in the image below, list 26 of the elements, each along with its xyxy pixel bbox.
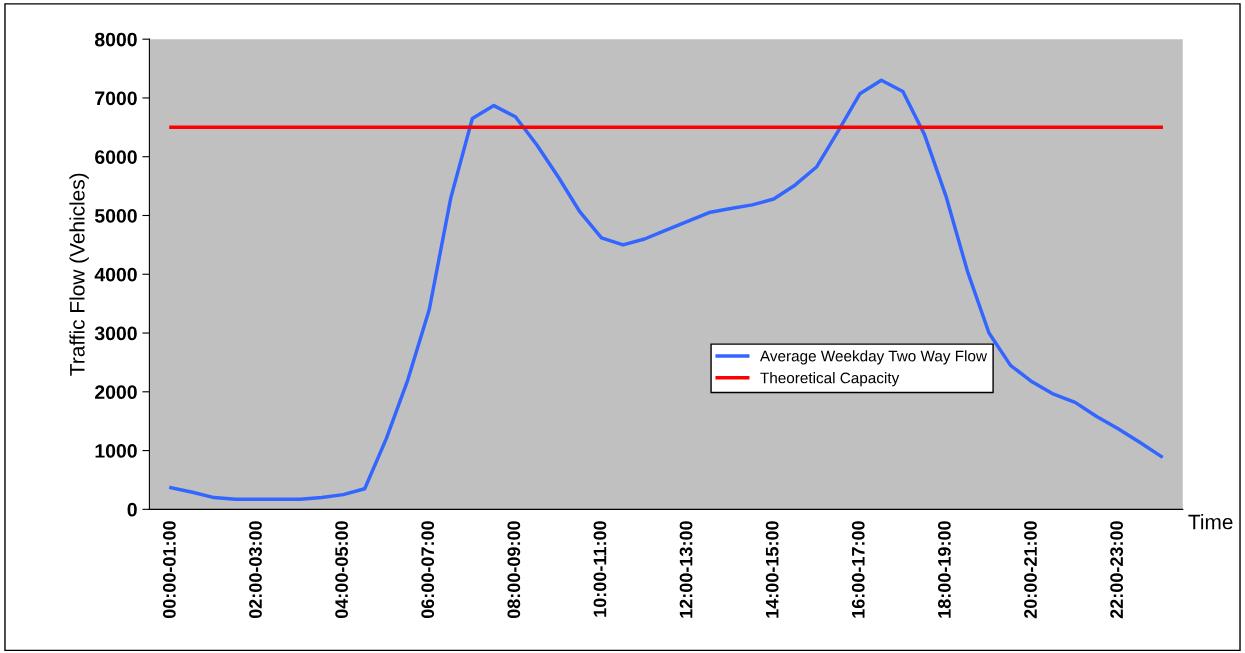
- x-axis-title: Time: [1188, 514, 1233, 530]
- x-tick-label: 06:00-07:00: [421, 521, 435, 619]
- y-tick-label: 1000: [95, 444, 137, 458]
- x-tick-label: 18:00-19:00: [938, 521, 951, 618]
- x-tick-label: 00:00-01:00: [162, 521, 176, 619]
- x-tick-label: 10:00-11:00: [593, 521, 607, 617]
- y-tick-label: 8000: [94, 32, 137, 47]
- y-tick-label: 3000: [94, 326, 137, 341]
- legend-label: Average Weekday Two Way Flow: [759, 350, 988, 365]
- y-tick-label: 5000: [94, 208, 137, 223]
- x-tick-label: 20:00-21:00: [1024, 521, 1037, 619]
- y-tick-label: 6000: [95, 150, 137, 164]
- y-tick-label: 0: [127, 502, 137, 517]
- x-tick-label: 12:00-13:00: [679, 521, 693, 618]
- y-tick-label: 4000: [94, 267, 137, 282]
- x-tick-label: 04:00-05:00: [335, 521, 348, 619]
- y-axis-title: Traffic Flow (Vehicles): [69, 173, 89, 376]
- line-series: [169, 78, 1163, 502]
- x-tick-label: 22:00-23:00: [1110, 521, 1124, 619]
- x-tick-label: 14:00-15:00: [765, 521, 779, 618]
- x-tick-label: 02:00-03:00: [249, 521, 262, 619]
- x-tick-label: 08:00-09:00: [507, 521, 521, 619]
- y-tick-label: 2000: [95, 385, 137, 400]
- x-tick-label: 16:00-17:00: [851, 521, 865, 618]
- y-tick-label: 7000: [95, 91, 137, 106]
- legend-label: Theoretical Capacity: [760, 372, 900, 387]
